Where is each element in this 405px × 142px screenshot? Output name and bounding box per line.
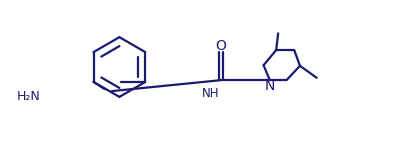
Text: NH: NH <box>201 87 218 100</box>
Text: N: N <box>264 79 274 93</box>
Text: H₂N: H₂N <box>17 90 40 103</box>
Text: O: O <box>215 39 226 53</box>
